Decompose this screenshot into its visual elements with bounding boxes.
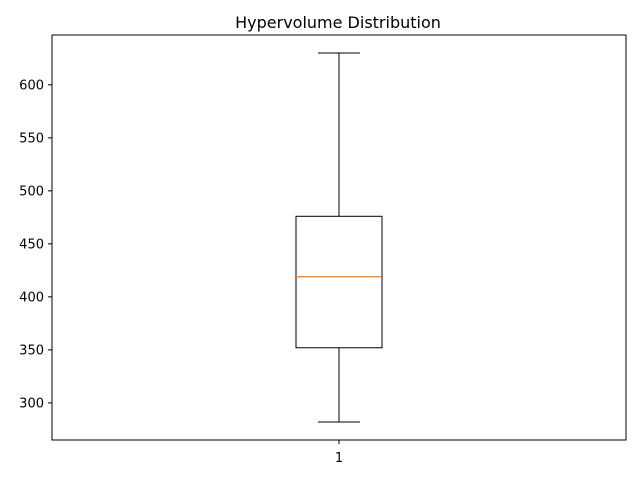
y-tick-label: 500: [19, 184, 44, 199]
y-tick-label: 400: [19, 290, 44, 305]
y-tick-label: 450: [19, 237, 44, 252]
y-axis: 300 350 400 450 500 550 600: [19, 78, 52, 411]
interquartile-box: [295, 215, 383, 349]
y-tick-label: 550: [19, 131, 44, 146]
plot-area: [295, 52, 383, 423]
x-tick-label: 1: [335, 451, 343, 466]
y-tick-label: 300: [19, 396, 44, 411]
y-tick-label: 600: [19, 78, 44, 93]
x-axis: 1: [335, 440, 343, 466]
y-tick-label: 350: [19, 343, 44, 358]
chart-title: Hypervolume Distribution: [235, 13, 441, 32]
